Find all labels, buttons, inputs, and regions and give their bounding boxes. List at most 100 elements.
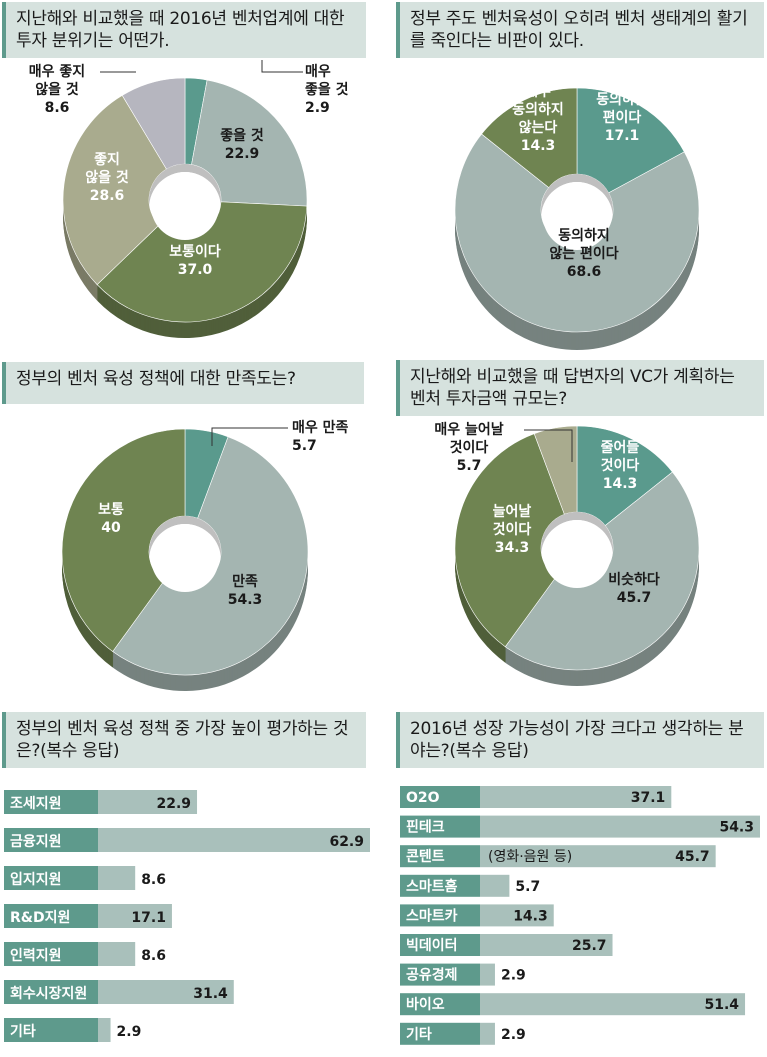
slice-value: 28.6 — [90, 188, 125, 204]
slice-value: 22.9 — [225, 146, 260, 162]
slice-label-line: 좋을 것 — [220, 127, 264, 144]
slice-label-line: 매우 늘어날 — [434, 421, 503, 438]
donut-hole-inner — [151, 172, 219, 240]
slice-label: 좋을 것 22.9 — [220, 127, 264, 162]
slice-label: 줄어들 것이다 14.3 — [601, 439, 640, 492]
question-4-title: 지난해와 비교했을 때 답변자의 VC가 계획하는 벤처 투자금액 규모는? — [396, 360, 764, 416]
leader-line — [211, 427, 288, 446]
bar-category-label: O2O — [406, 790, 440, 806]
slice-label-line: 매우 만족 — [292, 420, 349, 436]
bar — [480, 786, 672, 808]
question-6-title: 2016년 성장 가능성이 가장 크다고 생각하는 분야는?(복수 응답) — [396, 712, 764, 768]
bar-category-box — [4, 942, 98, 966]
slice-value: 14.3 — [521, 138, 556, 154]
bar-value-label: 2.9 — [501, 1027, 526, 1043]
donut-hole-inner — [543, 520, 611, 588]
bar-category-box — [400, 963, 480, 986]
slice-label-line: 것이다 — [493, 521, 532, 538]
bar — [480, 993, 746, 1016]
bar-category-box — [400, 874, 480, 897]
question-1-title: 지난해와 비교했을 때 2016년 벤처업계에 대한 투자 분위기는 어떤가. — [2, 2, 366, 58]
slice-label-line: 매우 좋지 — [29, 64, 85, 80]
bar — [98, 866, 136, 890]
bar-value-label: 22.9 — [156, 796, 191, 812]
leader-line — [261, 60, 303, 73]
bar — [98, 828, 370, 852]
slice-label-line: 매우 — [305, 64, 331, 80]
slice-label-line: 줄어들 — [601, 439, 640, 456]
bar-category-box — [400, 904, 480, 927]
slice-label-line: 만족 — [232, 574, 258, 590]
bar-value-label: 31.4 — [193, 986, 228, 1002]
slice-value: 37.0 — [178, 262, 213, 278]
slice-label-line: 동의하는 — [596, 91, 648, 108]
bar-category-label: 빅데이터 — [406, 937, 458, 954]
donut-hole-shadow — [149, 516, 221, 560]
bar-category-box — [400, 786, 480, 808]
bar-category-label: 콘텐트 — [406, 848, 445, 865]
bar — [480, 845, 716, 868]
donut-chart-policy-satisfaction: 매우 만족 5.7 만족 54.3 보통 40 — [61, 420, 349, 691]
bar-category-box — [400, 815, 480, 838]
question-2-title: 정부 주도 벤처육성이 오히려 벤처 생태계의 활기를 죽인다는 비판이 있다. — [396, 2, 764, 58]
bar-value-label: 62.9 — [329, 834, 364, 850]
bar — [98, 1018, 111, 1042]
slice-label-line: 좋을 것 — [305, 81, 349, 98]
slice-label-line: 좋지 — [94, 152, 120, 168]
bar-category-label: R&D지원 — [10, 910, 70, 926]
slice-label-line: 않는다 — [519, 119, 558, 136]
bar — [480, 934, 613, 956]
bar-category-label: 기타 — [406, 1027, 432, 1043]
bar — [98, 980, 234, 1004]
bar-category-label: 인력지원 — [10, 947, 62, 964]
bar-value-label: 25.7 — [572, 938, 607, 954]
bar — [480, 1022, 495, 1045]
bar-value-label: 54.3 — [719, 820, 754, 836]
slice-value: 54.3 — [228, 592, 263, 608]
slice-label-line: 동의하지 — [512, 101, 564, 118]
slice-value: 2.9 — [305, 100, 330, 116]
slice-label-line: 않는 편이다 — [549, 245, 618, 262]
bar-category-box — [400, 845, 480, 868]
donut-hole-inner — [151, 524, 219, 592]
bar-value-label: 2.9 — [117, 1024, 142, 1040]
slice-value: 68.6 — [567, 264, 602, 280]
slice-label: 비슷하다 45.7 — [608, 571, 660, 606]
slice-label-line: 보통이다 — [169, 243, 221, 260]
bar-category-label: 스마트카 — [406, 908, 458, 924]
donut-hole-shadow — [541, 174, 613, 218]
leader-line — [524, 429, 573, 462]
bar-category-box — [4, 790, 98, 814]
slice-value: 5.7 — [457, 458, 482, 474]
slice-label: 보통 40 — [98, 502, 124, 536]
slice-value: 40 — [101, 520, 121, 536]
bar-value-label: 14.3 — [513, 908, 548, 924]
bar-category-label: 회수시장지원 — [10, 985, 87, 1002]
slice-label: 보통이다 37.0 — [169, 243, 221, 278]
bar-category-label: 기타 — [10, 1024, 36, 1040]
slice-value: 5.7 — [292, 438, 317, 454]
bar-value-label: 51.4 — [704, 997, 739, 1013]
bar — [480, 815, 760, 838]
bar — [480, 963, 495, 986]
bar-chart-growth-sectors: O2O 37.1 핀테크 54.3 콘텐트 (영화·음원 등) 45.7 스마트홈 5.7 스마트… — [400, 786, 760, 1045]
slice-label-line: 않을 것 — [35, 81, 79, 98]
bar-category-box — [400, 993, 480, 1016]
bar-chart-policy-evaluation: 조세지원 22.9 금융지원 62.9 입지지원 8.6 R&D지원 17.1 인력지원 8.6 회… — [4, 790, 370, 1042]
donut-hole-shadow — [541, 512, 613, 556]
bar-category-label: 금융지원 — [10, 834, 62, 850]
slice-value: 17.1 — [605, 128, 640, 144]
slice-label: 만족 54.3 — [228, 574, 263, 608]
slice-label-line: 것이다 — [601, 457, 640, 474]
bar-category-label: 바이오 — [406, 996, 445, 1013]
bar — [480, 874, 510, 897]
slice-value: 14.3 — [603, 476, 638, 492]
slice-label-line: 동의하지 — [558, 227, 610, 244]
bar-category-box — [4, 980, 98, 1004]
slice-label: 동의하지 않는 편이다 68.6 — [549, 227, 618, 280]
donut-hole-inner — [543, 182, 611, 250]
bar — [480, 904, 554, 927]
